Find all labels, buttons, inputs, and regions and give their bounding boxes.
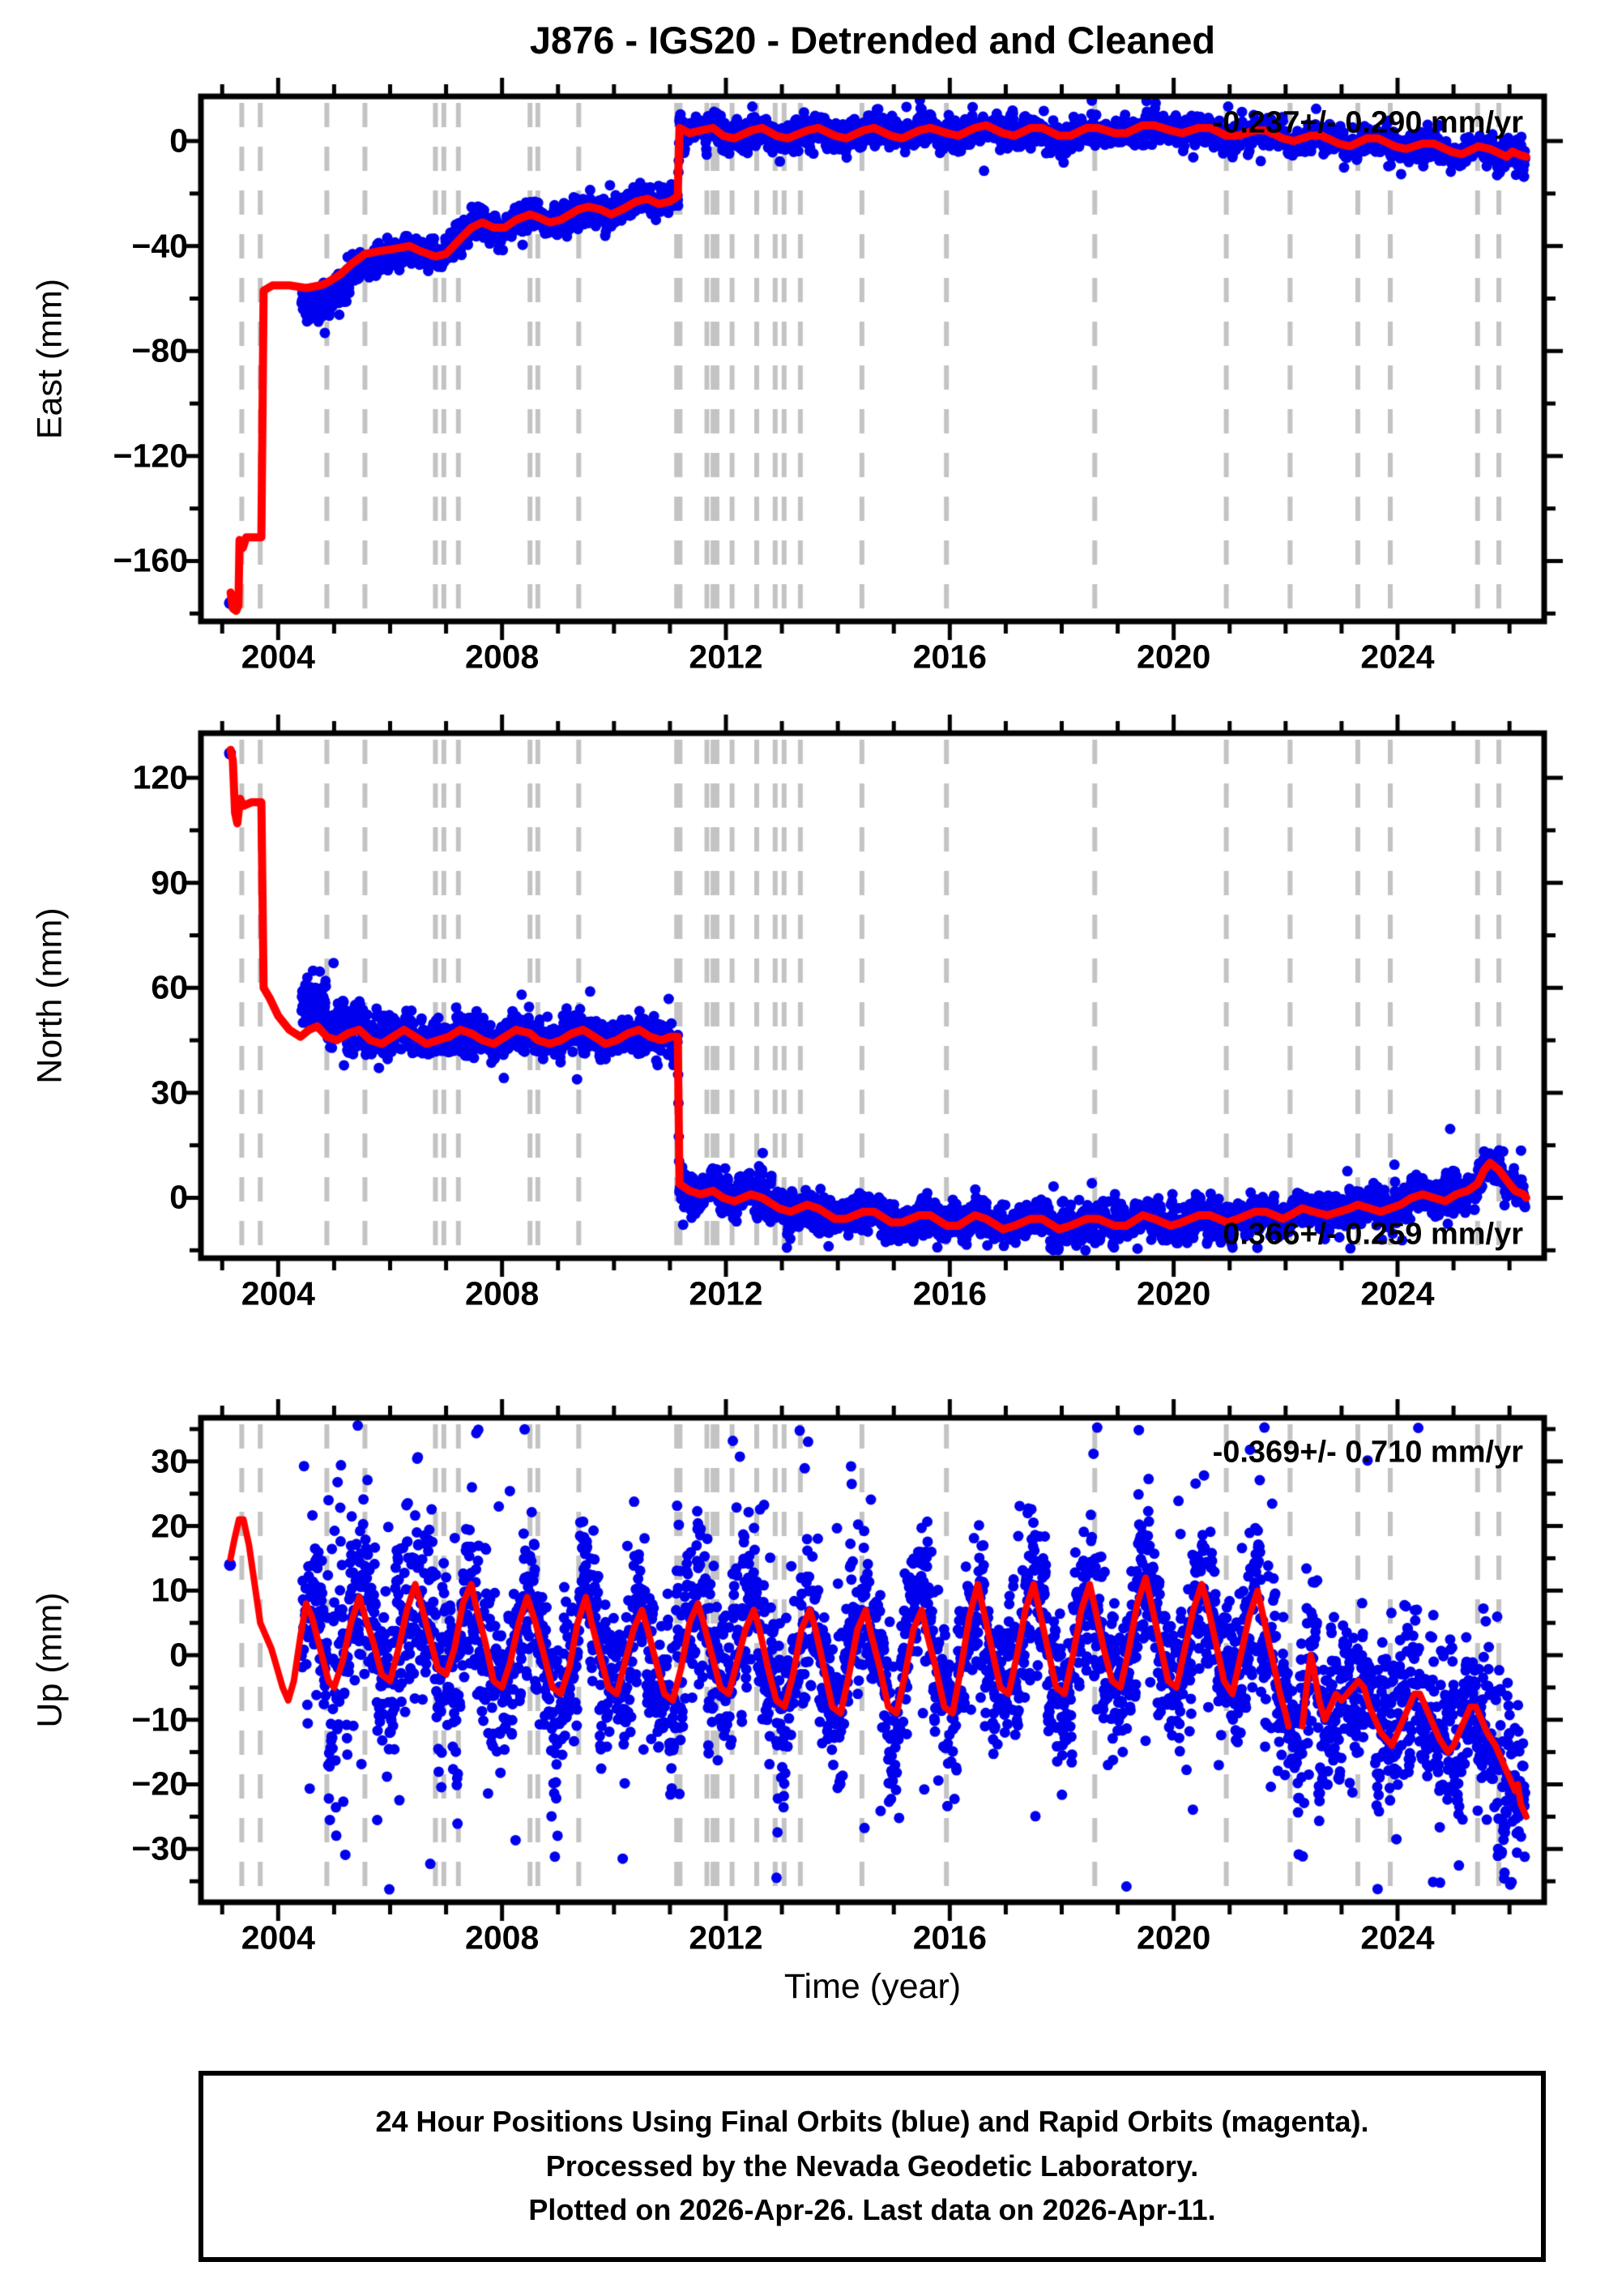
y-tick-label-east: −40 <box>131 227 188 265</box>
y-tick-label-east: −120 <box>113 437 188 475</box>
x-tick-label-north: 2020 <box>1137 1274 1211 1312</box>
y-tick-label-up: 0 <box>169 1636 188 1674</box>
x-tick-label-up: 2020 <box>1137 1918 1211 1957</box>
x-tick-label-east: 2020 <box>1137 638 1211 676</box>
y-tick-label-east: −80 <box>131 331 188 369</box>
rate-annotation-east: -0.237+/- 0.290 mm/yr <box>1212 105 1523 140</box>
y-axis-label-east: East (mm) <box>30 278 70 440</box>
x-axis-label: Time (year) <box>783 1967 962 2006</box>
caption-line-dates: Plotted on 2026-Apr-26. Last data on 202… <box>528 2193 1216 2227</box>
x-tick-label-up: 2012 <box>689 1918 763 1957</box>
x-tick-label-east: 2008 <box>465 638 540 676</box>
caption-line-orbits: 24 Hour Positions Using Final Orbits (bl… <box>375 2104 1369 2138</box>
y-tick-label-up: 20 <box>151 1507 188 1545</box>
x-tick-label-north: 2004 <box>241 1274 315 1312</box>
x-tick-label-up: 2016 <box>912 1918 987 1957</box>
y-tick-label-east: 0 <box>169 122 188 160</box>
x-tick-label-north: 2024 <box>1360 1274 1435 1312</box>
y-tick-label-up: −10 <box>131 1701 188 1739</box>
caption-box: 24 Hour Positions Using Final Orbits (bl… <box>198 2071 1546 2262</box>
y-axis-label-north: North (mm) <box>30 907 70 1084</box>
y-tick-label-up: 30 <box>151 1442 188 1480</box>
x-tick-label-north: 2008 <box>465 1274 540 1312</box>
caption-line-processed: Processed by the Nevada Geodetic Laborat… <box>545 2149 1199 2183</box>
x-tick-label-north: 2016 <box>912 1274 987 1312</box>
y-tick-label-up: 10 <box>151 1571 188 1609</box>
y-tick-label-up: −20 <box>131 1765 188 1803</box>
x-tick-label-east: 2016 <box>912 638 987 676</box>
y-tick-label-north: 0 <box>169 1178 188 1216</box>
y-tick-label-north: 60 <box>151 968 188 1006</box>
y-tick-label-north: 120 <box>132 758 188 796</box>
page-title: J876 - IGS20 - Detrended and Cleaned <box>529 19 1216 62</box>
rate-annotation-north: 0.366+/- 0.259 mm/yr <box>1223 1217 1523 1252</box>
x-tick-label-east: 2012 <box>689 638 763 676</box>
y-tick-label-north: 90 <box>151 864 188 902</box>
x-tick-label-up: 2004 <box>241 1918 315 1957</box>
rate-annotation-up: -0.369+/- 0.710 mm/yr <box>1212 1435 1523 1470</box>
x-tick-label-east: 2024 <box>1360 638 1435 676</box>
y-tick-label-north: 30 <box>151 1073 188 1112</box>
x-tick-label-up: 2008 <box>465 1918 540 1957</box>
x-tick-label-up: 2024 <box>1360 1918 1435 1957</box>
x-tick-label-east: 2004 <box>241 638 315 676</box>
y-axis-label-up: Up (mm) <box>30 1592 70 1728</box>
y-tick-label-up: −30 <box>131 1829 188 1867</box>
y-tick-label-east: −160 <box>113 541 188 579</box>
x-tick-label-north: 2012 <box>689 1274 763 1312</box>
